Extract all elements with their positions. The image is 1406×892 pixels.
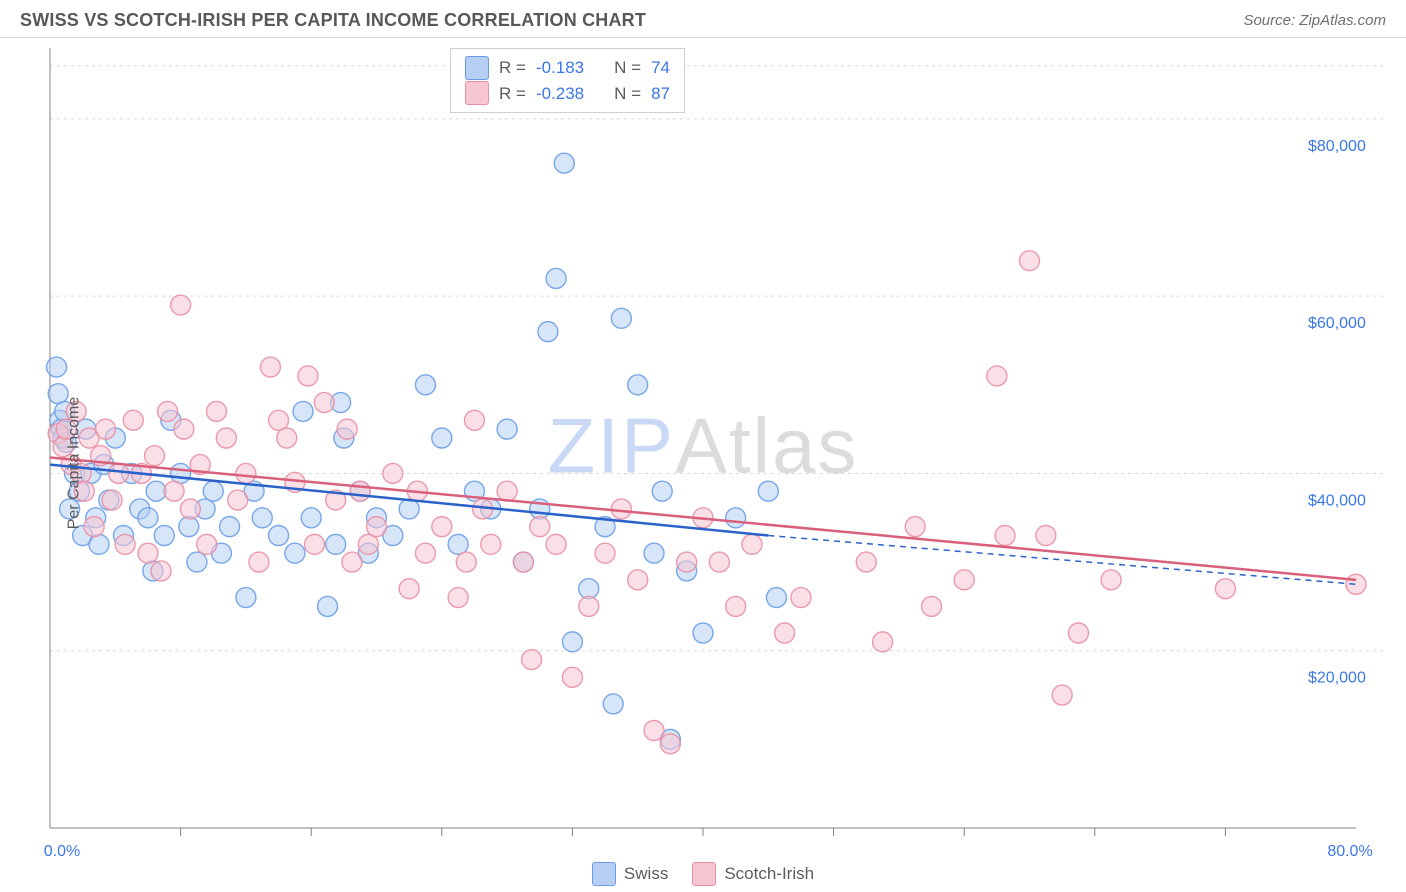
chart-header: SWISS VS SCOTCH-IRISH PER CAPITA INCOME …	[0, 0, 1406, 38]
legend-item-swiss: Swiss	[592, 862, 668, 886]
y-axis-label: Per Capita Income	[65, 397, 83, 530]
svg-text:$60,000: $60,000	[1308, 315, 1366, 332]
chart-title: SWISS VS SCOTCH-IRISH PER CAPITA INCOME …	[20, 10, 646, 31]
n-value: 87	[651, 81, 670, 107]
svg-text:$80,000: $80,000	[1308, 138, 1366, 155]
n-label: N =	[614, 81, 641, 107]
legend-label: Swiss	[624, 864, 668, 884]
svg-text:$40,000: $40,000	[1308, 492, 1366, 509]
chart-area: Per Capita Income $20,000$40,000$60,000$…	[0, 38, 1406, 888]
r-value: -0.238	[536, 81, 584, 107]
stats-row-scotch-irish: R = -0.238 N = 87	[465, 81, 670, 107]
stats-legend-box: R = -0.183 N = 74 R = -0.238 N = 87	[450, 48, 685, 113]
bottom-legend: Swiss Scotch-Irish	[0, 862, 1406, 886]
r-label: R =	[499, 55, 526, 81]
svg-text:$20,000: $20,000	[1308, 670, 1366, 687]
legend-label: Scotch-Irish	[724, 864, 814, 884]
stats-row-swiss: R = -0.183 N = 74	[465, 55, 670, 81]
scatter-plot-svg: $20,000 $40,000 $60,000 $80,000 0.0% 80.0%	[0, 38, 1406, 858]
swatch-swiss-icon	[592, 862, 616, 886]
legend-item-scotch-irish: Scotch-Irish	[692, 862, 814, 886]
swatch-scotch-irish-icon	[465, 81, 489, 105]
n-value: 74	[651, 55, 670, 81]
swatch-swiss-icon	[465, 56, 489, 80]
r-label: R =	[499, 81, 526, 107]
n-label: N =	[614, 55, 641, 81]
svg-text:0.0%: 0.0%	[44, 843, 80, 858]
swatch-scotch-irish-icon	[692, 862, 716, 886]
r-value: -0.183	[536, 55, 584, 81]
source-label: Source: ZipAtlas.com	[1243, 12, 1386, 29]
svg-text:80.0%: 80.0%	[1327, 843, 1372, 858]
